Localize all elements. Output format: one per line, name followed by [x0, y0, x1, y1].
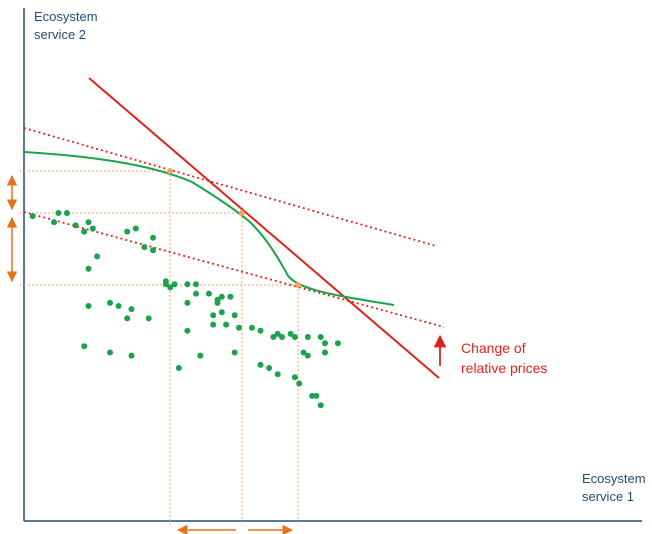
- scatter-point-62: [257, 361, 264, 368]
- scatter-point-18: [145, 315, 152, 322]
- scatter-point-28: [193, 281, 199, 288]
- scatter-point-52: [322, 340, 328, 347]
- scatter-point-45: [279, 334, 285, 340]
- scatter-point-19: [141, 244, 148, 251]
- scatter-point-26: [184, 281, 191, 288]
- tangency-point-1: [167, 168, 173, 174]
- scatter-point-49: [300, 349, 307, 356]
- scatter-point-39: [231, 312, 238, 319]
- scatter-point-63: [266, 365, 273, 371]
- scatter-point-35: [210, 312, 217, 319]
- scatter-point-40: [236, 324, 242, 331]
- y-axis-label: Ecosystem service 2: [34, 9, 98, 42]
- x-axis-label: Ecosystem service 1: [582, 471, 646, 504]
- scatter-point-10: [85, 265, 92, 272]
- scatter-point-3: [55, 210, 62, 216]
- tangency-point-2: [239, 210, 245, 216]
- scatter-point-25: [171, 281, 178, 288]
- scatter-point-24: [162, 281, 169, 288]
- scatter-point-65: [291, 374, 298, 381]
- scatter-point-69: [317, 402, 324, 409]
- scatter-point-50: [304, 352, 311, 359]
- scatter-point-48: [304, 334, 311, 340]
- scatter-point-14: [124, 228, 131, 235]
- scatter-point-51: [317, 334, 324, 340]
- scatter-points: [29, 210, 341, 409]
- scatter-point-42: [257, 327, 264, 334]
- price-change-annotation: Change of relative prices: [461, 340, 548, 376]
- scatter-point-59: [184, 327, 191, 334]
- scatter-point-68: [313, 392, 320, 399]
- scatter-point-15: [128, 306, 135, 313]
- scatter-point-9: [94, 253, 101, 260]
- scatter-point-2: [51, 219, 58, 226]
- scatter-point-56: [107, 349, 113, 356]
- scatter-point-16: [132, 225, 139, 232]
- scatter-point-43: [270, 334, 277, 340]
- scatter-point-58: [175, 365, 182, 371]
- scatter-point-23: [167, 284, 174, 291]
- scatter-point-38: [223, 321, 230, 328]
- scatter-point-12: [107, 299, 113, 306]
- scatter-point-5: [72, 222, 79, 229]
- scatter-point-4: [64, 210, 70, 216]
- scatter-point-61: [231, 349, 238, 356]
- scatter-point-67: [309, 392, 316, 399]
- scatter-point-30: [205, 290, 212, 297]
- scatter-point-37: [218, 309, 225, 316]
- scatter-point-7: [85, 219, 92, 226]
- scatter-point-55: [81, 343, 88, 350]
- scatter-point-17: [124, 315, 131, 322]
- scatter-point-11: [85, 303, 92, 309]
- scatter-point-41: [248, 324, 255, 331]
- scatter-point-44: [274, 330, 281, 337]
- scatter-point-29: [193, 290, 199, 297]
- scatter-point-53: [322, 349, 328, 356]
- scatter-point-57: [128, 352, 135, 359]
- scatter-point-32: [227, 293, 234, 300]
- price-line-solid: [88, 77, 440, 379]
- scatter-point-31: [218, 293, 225, 300]
- scatter-point-36: [210, 321, 217, 328]
- scatter-point-8: [89, 225, 96, 232]
- scatter-point-21: [150, 234, 156, 241]
- scatter-point-6: [81, 228, 88, 235]
- scatter-point-66: [296, 380, 303, 387]
- scatter-point-34: [214, 299, 221, 306]
- scatter-point-13: [115, 303, 122, 309]
- tangency-point-3: [295, 282, 301, 288]
- scatter-point-20: [150, 247, 156, 254]
- scatter-point-60: [197, 352, 204, 359]
- price-line-upper-dotted: [23, 127, 437, 247]
- production-frontier-curve: [23, 151, 395, 306]
- scatter-point-46: [287, 330, 294, 337]
- scatter-point-54: [334, 340, 341, 347]
- scatter-point-64: [274, 371, 281, 378]
- tangency-markers: [167, 168, 301, 288]
- scatter-point-27: [184, 299, 191, 306]
- scatter-point-1: [29, 213, 36, 220]
- scatter-point-47: [291, 334, 298, 340]
